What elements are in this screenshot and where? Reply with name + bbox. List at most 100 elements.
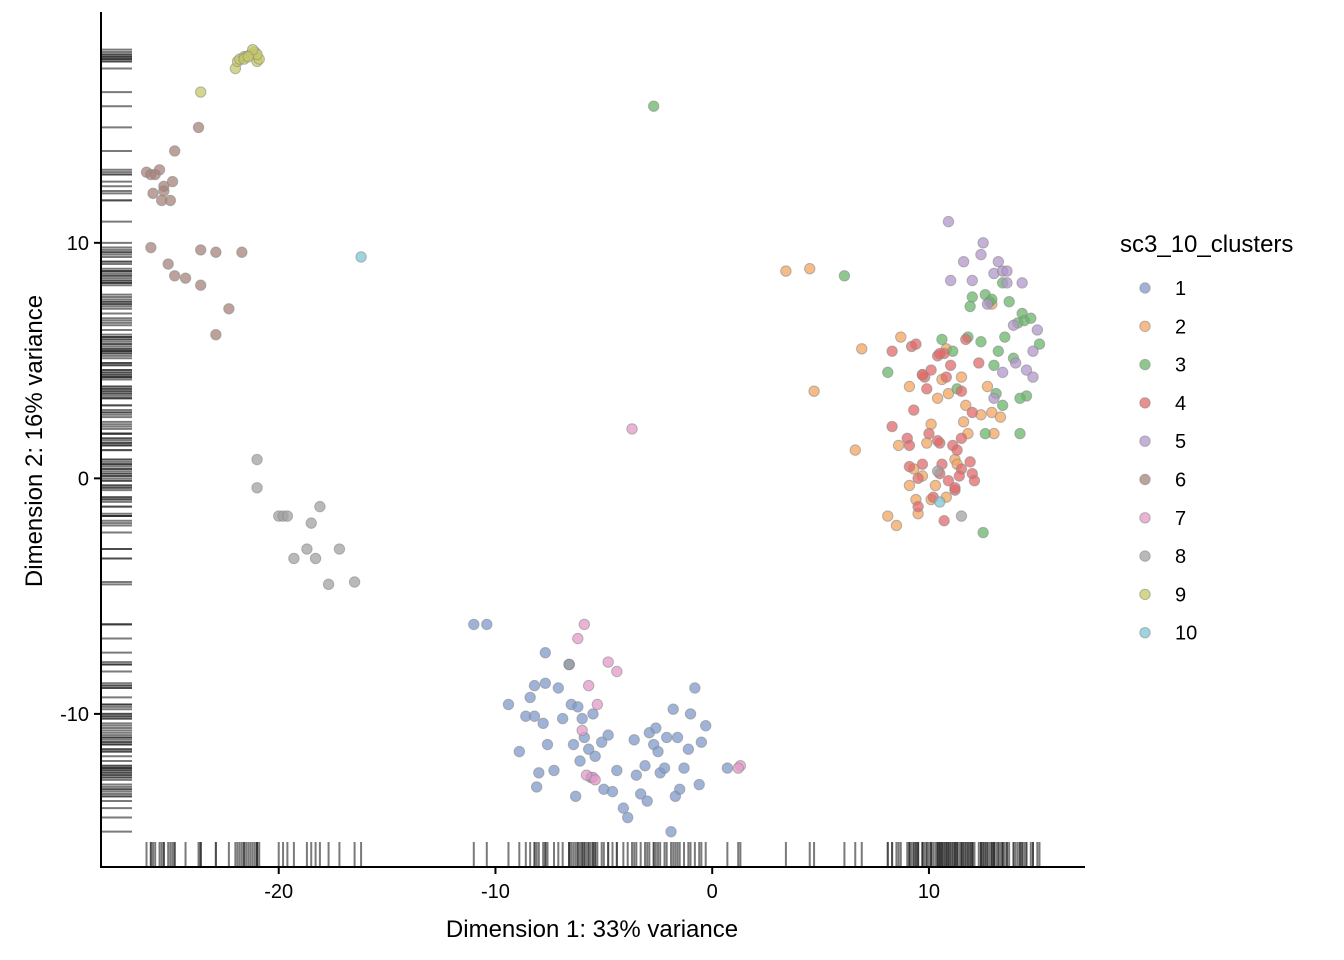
data-point-cluster-2 [986,406,998,419]
data-point-cluster-1 [671,731,684,744]
data-point-cluster-6 [210,246,222,258]
data-point-cluster-5 [957,255,970,268]
data-point-cluster-1 [660,731,673,744]
data-point-cluster-5 [996,366,1009,379]
data-point-cluster-7 [591,698,604,711]
data-point-cluster-3 [979,427,991,440]
data-point-cluster-1 [673,783,686,795]
legend-label: 5 [1175,431,1186,453]
data-point-cluster-4 [912,500,924,513]
data-point-cluster-3 [1014,427,1026,440]
data-point-cluster-4 [964,456,976,468]
legend-swatch [1139,320,1151,332]
legend-label: 2 [1175,316,1186,338]
data-point-cluster-6 [179,272,192,284]
data-point-cluster-1 [576,712,588,725]
data-point-cluster-10 [355,251,367,263]
data-point-cluster-4 [960,333,972,346]
data-point-cluster-8 [333,543,346,555]
data-point-cluster-6 [236,246,248,258]
data-point-cluster-5 [975,248,987,261]
data-point-cluster-1 [533,767,545,779]
data-point-cluster-1 [611,764,623,777]
x-tick-label: -10 [481,881,510,903]
data-point-cluster-10 [934,496,946,508]
data-point-cluster-3 [992,345,1005,357]
data-point-cluster-1 [572,701,584,713]
legend-swatch [1139,282,1151,294]
data-point-cluster-3 [996,399,1009,412]
data-point-cluster-1 [689,682,701,694]
data-point-cluster-5 [944,274,957,287]
data-point-cluster-3 [1025,312,1037,324]
legend-title: sc3_10_clusters [1120,231,1293,258]
data-point-cluster-1 [589,750,601,762]
legend: sc3_10_clusters 1 2 3 4 5 6 7 8 9 10 [1120,231,1293,645]
data-point-cluster-8 [251,453,263,466]
data-point-cluster-6 [168,270,181,282]
data-point-cluster-6 [223,303,235,315]
data-point-cluster-2 [856,343,868,355]
data-point-cluster-1 [667,703,679,715]
data-point-cluster-4 [944,359,957,372]
data-point-cluster-6 [168,145,181,157]
data-point-cluster-1 [630,769,643,781]
data-point-cluster-4 [938,515,950,527]
x-tick-label: 10 [918,881,940,903]
data-point-cluster-6 [164,194,177,207]
data-point-cluster-8 [305,517,317,529]
data-point-cluster-5 [977,237,989,249]
legend-label: 4 [1175,393,1186,415]
data-point-cluster-5 [1007,319,1020,331]
data-point-cluster-2 [804,263,816,275]
data-point-cluster-4 [886,345,898,357]
data-point-cluster-1 [606,785,619,798]
data-point-cluster-5 [1020,364,1033,376]
data-point-cluster-3 [964,300,976,313]
data-point-cluster-4 [908,404,920,416]
rug-marks [102,48,1041,866]
data-point-cluster-7 [578,618,591,631]
data-point-cluster-2 [960,399,972,412]
legend-label: 6 [1175,470,1186,492]
data-point-cluster-3 [966,291,978,303]
data-point-cluster-7 [572,632,584,645]
data-point-cluster-3 [882,366,894,379]
data-point-cluster-1 [678,762,690,774]
data-point-cluster-4 [912,472,924,485]
data-point-cluster-4 [916,369,929,381]
data-point-cluster-5 [1031,324,1044,336]
data-point-cluster-1 [628,734,640,746]
data-point-cluster-5 [992,255,1005,268]
data-point-cluster-1 [539,677,552,689]
data-point-cluster-2 [994,411,1007,423]
data-point-cluster-2 [808,385,820,397]
y-axis-title: Dimension 2: 16% variance [21,295,48,587]
data-point-cluster-5 [988,392,1000,404]
data-point-cluster-1 [513,745,526,758]
data-point-cluster-4 [921,383,933,395]
data-point-cluster-3 [1014,392,1026,404]
data-point-cluster-1 [634,788,647,800]
data-point-cluster-5 [1027,345,1039,357]
x-axis-ticks: -20 -10 0 10 [264,867,940,903]
data-point-cluster-1 [552,682,565,694]
data-point-cluster-8 [301,543,313,555]
legend-label: 3 [1175,355,1186,377]
data-point-cluster-1 [682,743,695,755]
data-point-cluster-1 [530,781,543,793]
legend-label: 7 [1175,508,1186,530]
data-point-cluster-3 [838,270,851,282]
data-point-cluster-2 [955,371,968,383]
data-point-cluster-1 [556,712,569,725]
y-tick-label: 0 [78,468,89,490]
data-point-cluster-3 [975,336,987,348]
data-point-cluster-4 [953,470,965,482]
data-point-cluster-1 [658,762,671,774]
data-point-cluster-1 [524,691,536,704]
data-point-cluster-4 [925,364,937,376]
data-point-cluster-2 [890,519,903,532]
data-point-cluster-1 [665,825,677,838]
legend-swatch [1139,358,1151,371]
